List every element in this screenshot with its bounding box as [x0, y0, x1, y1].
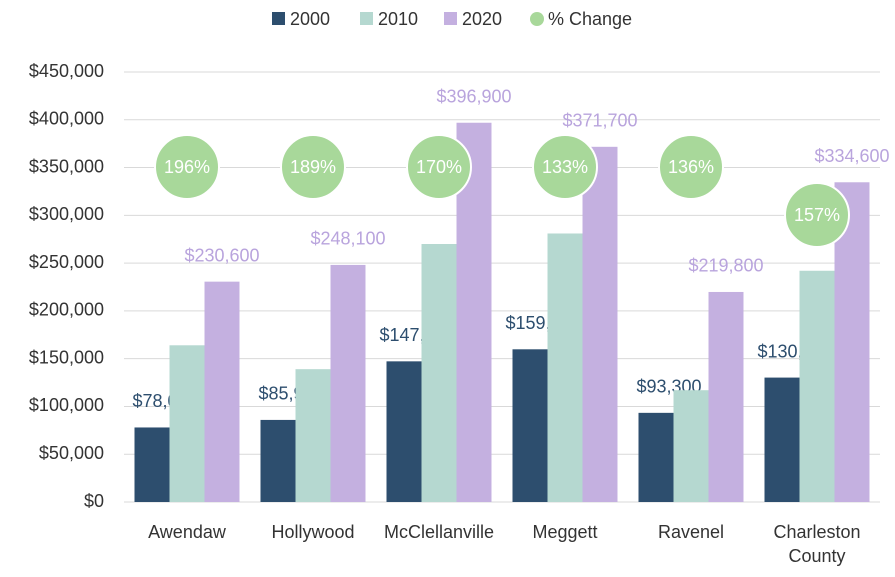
data-label: $219,800 [688, 256, 763, 276]
bar [386, 361, 422, 502]
y-tick-label: $150,000 [29, 347, 104, 367]
bar [512, 349, 548, 502]
legend-swatch [272, 12, 285, 25]
bar [708, 291, 744, 502]
y-tick-label: $400,000 [29, 109, 104, 129]
x-tick-label: Charleston County [773, 522, 861, 566]
bar [547, 233, 583, 502]
y-tick-label: $50,000 [39, 443, 104, 463]
y-tick-label: $350,000 [29, 156, 104, 176]
bar [421, 244, 457, 502]
x-tick-label: Ravenel [657, 522, 725, 542]
bar [764, 377, 800, 502]
pct-label: 170% [416, 157, 462, 177]
bar [582, 146, 618, 502]
pct-bubble [784, 182, 850, 248]
x-tick-label: Hollywood [271, 522, 355, 542]
pct-label: 136% [668, 157, 714, 177]
data-label: $371,700 [562, 111, 637, 131]
pct-bubble [532, 134, 598, 200]
y-tick-label: $450,000 [29, 61, 104, 81]
legend-label: 2010 [378, 9, 418, 29]
legend-label: % Change [548, 9, 632, 29]
x-tick-label: Meggett [532, 522, 598, 542]
pct-label: 189% [290, 157, 336, 177]
pct-bubble [280, 134, 346, 200]
pct-label: 133% [542, 157, 588, 177]
data-label: $334,600 [814, 146, 889, 166]
bar [260, 419, 296, 502]
y-tick-label: $250,000 [29, 252, 104, 272]
x-tick-label: McClellanville [384, 522, 495, 542]
legend-swatch [360, 12, 373, 25]
pct-label: 157% [794, 205, 840, 225]
y-tick-label: $0 [84, 491, 104, 511]
bar [673, 390, 709, 502]
pct-bubble [154, 134, 220, 200]
pct-bubble [658, 134, 724, 200]
bar [638, 412, 674, 502]
pct-label: 196% [164, 157, 210, 177]
bar [204, 281, 240, 502]
pct-bubble [406, 134, 472, 200]
bar [295, 369, 331, 502]
legend-swatch [530, 12, 544, 26]
legend-label: 2020 [462, 9, 502, 29]
legend-swatch [444, 12, 457, 25]
bar [799, 270, 835, 502]
data-label: $230,600 [184, 245, 259, 265]
data-label: $396,900 [436, 86, 511, 106]
data-label: $248,100 [310, 229, 385, 249]
bar [134, 427, 170, 502]
y-tick-label: $300,000 [29, 204, 104, 224]
y-tick-label: $100,000 [29, 395, 104, 415]
y-tick-label: $200,000 [29, 300, 104, 320]
bar [169, 345, 205, 502]
legend-label: 2000 [290, 9, 330, 29]
bar [330, 264, 366, 502]
x-tick-label: Awendaw [148, 522, 226, 542]
